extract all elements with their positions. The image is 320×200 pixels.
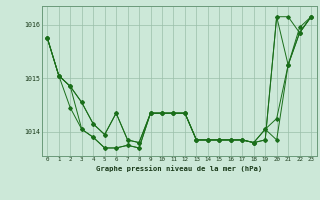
X-axis label: Graphe pression niveau de la mer (hPa): Graphe pression niveau de la mer (hPa) (96, 165, 262, 172)
